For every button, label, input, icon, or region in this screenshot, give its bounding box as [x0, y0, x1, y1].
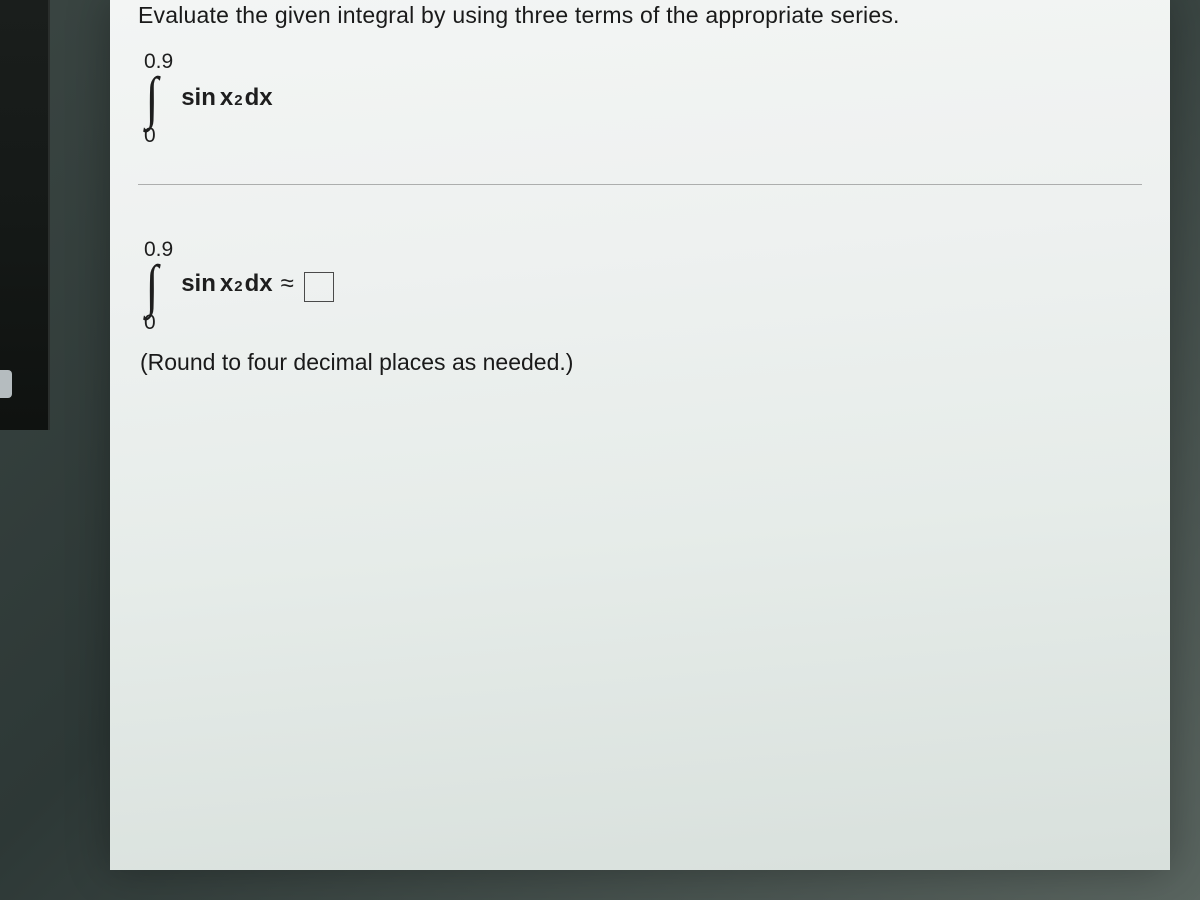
answer-integral: 0.9 ∫ 0 sin x2dx ≈ — [144, 239, 1142, 334]
integrand: sin x2dx — [181, 84, 272, 112]
answer-exponent: 2 — [234, 278, 242, 295]
section-divider — [138, 184, 1142, 185]
problem-instruction: Evaluate the given integral by using thr… — [138, 2, 1142, 29]
answer-variable: x — [220, 270, 233, 298]
answer-differential: dx — [245, 270, 273, 298]
monitor-bezel-fragment — [0, 0, 50, 430]
answer-integral-limits: 0.9 ∫ 0 — [144, 239, 173, 334]
integral-limits: 0.9 ∫ 0 — [144, 51, 173, 146]
exponent: 2 — [234, 92, 242, 109]
question-card: Evaluate the given integral by using thr… — [110, 0, 1170, 870]
bezel-notch — [0, 370, 12, 398]
answer-function-name: sin — [181, 270, 216, 298]
function-name: sin — [181, 84, 216, 112]
variable: x — [220, 84, 233, 112]
integral-sign-icon: ∫ — [146, 78, 159, 119]
answer-integrand: sin x2dx ≈ — [181, 270, 334, 302]
problem-integral: 0.9 ∫ 0 sin x2dx — [144, 51, 1142, 146]
answer-input[interactable] — [304, 272, 334, 302]
integral-sign-icon: ∫ — [146, 266, 159, 307]
approx-symbol: ≈ — [281, 270, 294, 298]
rounding-hint: (Round to four decimal places as needed.… — [140, 349, 1142, 376]
differential: dx — [245, 84, 273, 112]
